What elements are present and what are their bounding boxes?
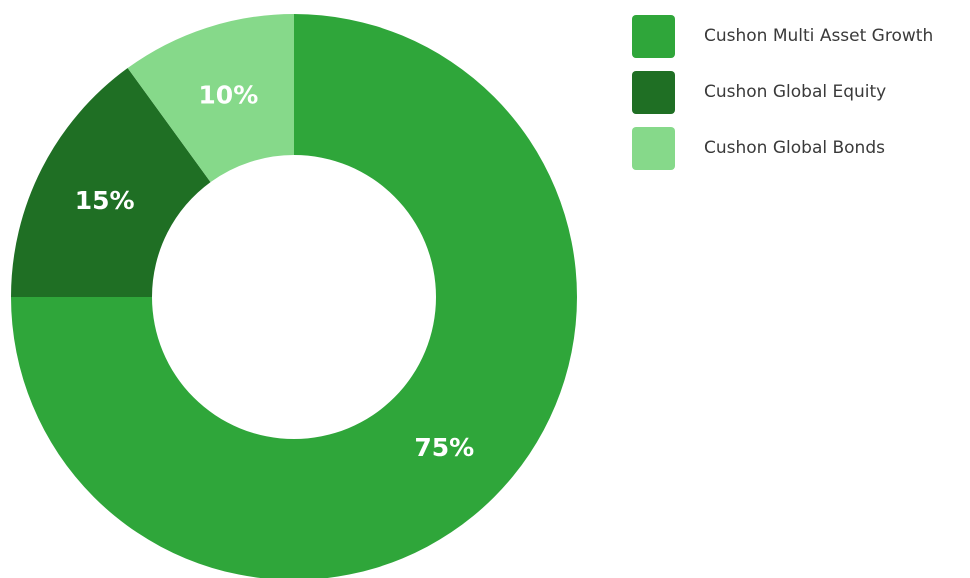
legend-label-global-bonds: Cushon Global Bonds xyxy=(704,138,885,158)
slice-value-label-global-bonds: 10% xyxy=(198,80,258,109)
legend-label-global-equity: Cushon Global Equity xyxy=(704,82,887,102)
chart-legend: Cushon Multi Asset Growth Cushon Global … xyxy=(632,14,933,182)
donut-chart: 75% 15% 10% xyxy=(11,14,577,578)
slice-value-label-global-equity: 15% xyxy=(75,186,135,215)
legend-item-global-equity: Cushon Global Equity xyxy=(632,70,933,114)
legend-swatch-global-bonds xyxy=(632,126,675,170)
donut-slice-multi-asset-growth xyxy=(11,14,577,578)
donut-slice-global-equity xyxy=(11,68,211,297)
legend-label-multi-asset-growth: Cushon Multi Asset Growth xyxy=(704,26,934,46)
legend-swatch-global-equity xyxy=(632,70,675,114)
legend-swatch-multi-asset-growth xyxy=(632,14,675,58)
legend-item-global-bonds: Cushon Global Bonds xyxy=(632,126,933,170)
donut-slice-global-bonds xyxy=(127,14,295,183)
slice-value-label-multi-asset-growth: 75% xyxy=(414,433,474,462)
legend-item-multi-asset-growth: Cushon Multi Asset Growth xyxy=(632,14,933,58)
